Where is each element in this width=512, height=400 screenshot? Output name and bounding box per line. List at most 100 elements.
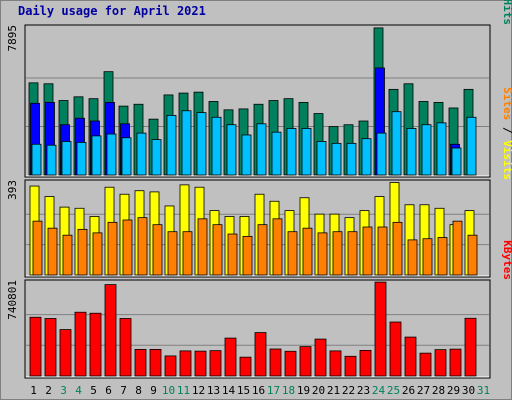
bar-pages-day-6	[106, 133, 117, 176]
bar-kbytes-day-9	[149, 348, 162, 377]
bar-pages-day-11	[181, 110, 192, 176]
bar-sites-day-17	[272, 218, 283, 276]
bar-pages-day-30	[466, 116, 477, 176]
bar-sites-day-11	[182, 231, 193, 276]
bar-pages-day-10	[166, 115, 177, 176]
bar-sites-day-28	[437, 237, 448, 276]
bar-sites-day-18	[287, 231, 298, 276]
bar-pages-day-3	[61, 141, 72, 176]
bar-kbytes-day-2	[44, 318, 57, 377]
x-tick-label-day-4: 4	[75, 384, 82, 397]
bar-kbytes-day-18	[284, 350, 297, 377]
bar-kbytes-day-17	[269, 348, 282, 377]
bar-pages-day-7	[121, 137, 132, 176]
x-tick-label-day-24: 24	[372, 384, 386, 397]
bar-sites-day-1	[32, 220, 43, 276]
bar-pages-day-14	[226, 124, 237, 176]
bar-kbytes-day-25	[389, 321, 402, 377]
series-legend-top: Pages / Files / Hits	[501, 0, 512, 25]
x-tick-label-day-15: 15	[237, 384, 250, 397]
bar-pages-day-26	[406, 128, 417, 176]
series-legend-bottom: KBytes	[501, 240, 512, 280]
x-tick-label-day-26: 26	[402, 384, 415, 397]
bar-sites-day-7	[122, 219, 133, 276]
bar-pages-day-9	[151, 139, 162, 176]
bar-sites-day-29	[452, 220, 463, 276]
x-tick-label-day-19: 19	[297, 384, 310, 397]
bar-sites-day-24	[377, 226, 388, 276]
ymax-label-middle: 393	[6, 180, 19, 200]
bar-sites-day-19	[302, 227, 313, 276]
bar-kbytes-day-29	[449, 348, 462, 377]
bar-pages-day-18	[286, 128, 297, 176]
bar-sites-day-27	[422, 238, 433, 276]
bar-sites-day-26	[407, 239, 418, 276]
x-tick-label-day-20: 20	[312, 384, 325, 397]
bar-pages-day-17	[271, 131, 282, 176]
bar-sites-day-2	[47, 227, 58, 276]
bar-pages-day-25	[391, 111, 402, 176]
legend-part: KBytes	[501, 240, 512, 280]
x-tick-label-day-12: 12	[192, 384, 205, 397]
bar-pages-day-4	[76, 142, 87, 176]
x-tick-label-day-10: 10	[162, 384, 175, 397]
bar-kbytes-day-1	[29, 316, 42, 377]
x-tick-label-day-28: 28	[432, 384, 445, 397]
x-tick-label-day-7: 7	[120, 384, 127, 397]
legend-part: Visits	[501, 140, 512, 180]
bar-kbytes-day-16	[254, 332, 267, 377]
bar-pages-day-20	[316, 141, 327, 176]
x-tick-label-day-3: 3	[60, 384, 67, 397]
x-tick-label-day-27: 27	[417, 384, 430, 397]
bar-kbytes-day-3	[59, 329, 72, 377]
bar-pages-day-16	[256, 123, 267, 176]
x-tick-label-day-18: 18	[282, 384, 295, 397]
bar-pages-day-1	[31, 143, 42, 176]
bar-kbytes-day-13	[209, 350, 222, 377]
x-tick-label-day-5: 5	[90, 384, 97, 397]
x-tick-label-day-30: 30	[462, 384, 475, 397]
bar-sites-day-30	[467, 234, 478, 276]
bar-sites-day-12	[197, 218, 208, 276]
bar-kbytes-day-23	[359, 349, 372, 377]
bar-kbytes-day-20	[314, 338, 327, 377]
bar-sites-day-21	[332, 231, 343, 276]
bar-kbytes-day-22	[344, 355, 357, 377]
bar-kbytes-day-4	[74, 311, 87, 377]
bar-sites-day-9	[152, 224, 163, 276]
bar-kbytes-day-28	[434, 349, 447, 377]
ymax-label-top: 7895	[6, 25, 19, 52]
bar-sites-day-4	[77, 228, 88, 276]
bar-pages-day-21	[331, 142, 342, 176]
bar-sites-day-16	[257, 224, 268, 276]
bar-sites-day-15	[242, 235, 253, 276]
series-legend-middle: Sites / Visits	[501, 87, 512, 180]
bar-kbytes-day-15	[239, 356, 252, 377]
bar-sites-day-3	[62, 234, 73, 276]
x-tick-label-day-22: 22	[342, 384, 355, 397]
bar-pages-day-27	[421, 124, 432, 176]
legend-part: Hits	[501, 0, 512, 25]
bar-pages-day-5	[91, 135, 102, 176]
x-tick-label-day-16: 16	[252, 384, 265, 397]
bar-kbytes-day-5	[89, 312, 102, 377]
bar-pages-day-13	[211, 116, 222, 176]
bar-kbytes-day-11	[179, 350, 192, 377]
bar-pages-day-23	[361, 138, 372, 176]
bar-pages-day-24	[376, 132, 387, 176]
bar-pages-day-12	[196, 112, 207, 176]
bar-pages-day-2	[46, 144, 57, 176]
ymax-label-bottom: 740801	[6, 280, 19, 320]
x-tick-label-day-6: 6	[105, 384, 112, 397]
bar-pages-day-15	[241, 134, 252, 176]
x-tick-label-day-25: 25	[387, 384, 400, 397]
bar-kbytes-day-7	[119, 318, 132, 377]
x-tick-label-day-1: 1	[30, 384, 37, 397]
bar-sites-day-13	[212, 224, 223, 276]
bar-sites-day-14	[227, 233, 238, 276]
bar-kbytes-day-21	[329, 350, 342, 377]
x-tick-label-day-13: 13	[207, 384, 220, 397]
bar-pages-day-29	[451, 147, 462, 176]
bar-sites-day-20	[317, 232, 328, 276]
